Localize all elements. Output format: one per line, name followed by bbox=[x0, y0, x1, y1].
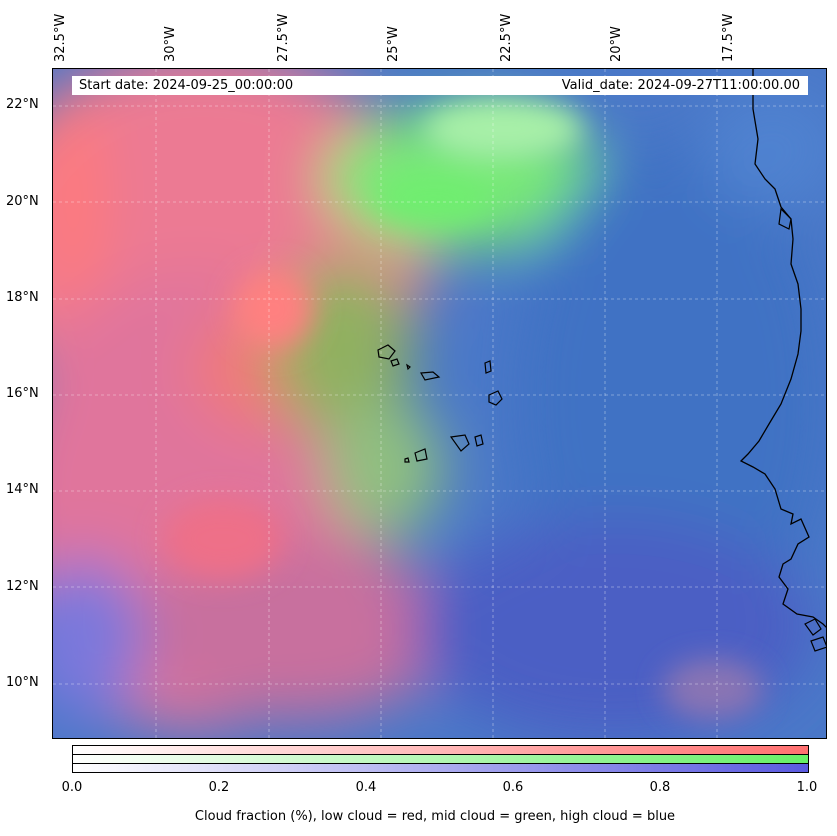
colorbar-tick-0-8: 0.8 bbox=[649, 780, 671, 795]
colorbar-high-cloud bbox=[72, 763, 809, 773]
graticule bbox=[53, 69, 826, 738]
lon-label-27-5w: 27.5°W bbox=[276, 13, 291, 62]
low-cloud-patch-south bbox=[163, 499, 283, 579]
valid-date-text: Valid_date: 2024-09-27T11:00:00.00 bbox=[561, 78, 800, 93]
colorbar-tick-0-4: 0.4 bbox=[355, 780, 377, 795]
colorbar-tick-0-6: 0.6 bbox=[502, 780, 524, 795]
lon-label-30w: 30°W bbox=[163, 26, 178, 62]
mid-cloud-region-s bbox=[323, 399, 443, 539]
date-info-bar: Start date: 2024-09-25_00:00:00 Valid_da… bbox=[72, 76, 808, 95]
lat-label-10n: 10°N bbox=[6, 675, 39, 690]
colorbar-caption: Cloud fraction (%), low cloud = red, mid… bbox=[194, 809, 676, 824]
colorbar-ticks bbox=[72, 772, 809, 773]
lat-label-22n: 22°N bbox=[6, 97, 39, 112]
low-cloud-hotspot-2 bbox=[53, 89, 103, 309]
lat-label-12n: 12°N bbox=[6, 579, 39, 594]
colorbar-mid-cloud bbox=[72, 754, 809, 764]
lon-label-25w: 25°W bbox=[386, 26, 401, 62]
mid-cloud-streak bbox=[423, 99, 583, 159]
lat-label-18n: 18°N bbox=[6, 290, 39, 305]
cloud-detail bbox=[163, 99, 763, 719]
lon-label-22-5w: 22.5°W bbox=[499, 13, 514, 62]
colorbar-tick-0: 0.0 bbox=[61, 780, 83, 795]
low-cloud-patch bbox=[233, 269, 313, 349]
colorbar-tick-1-0: 1.0 bbox=[796, 780, 818, 795]
lat-label-14n: 14°N bbox=[6, 482, 39, 497]
lat-label-20n: 20°N bbox=[6, 194, 39, 209]
africa-coastline bbox=[739, 69, 826, 628]
low-cloud-region-sw bbox=[133, 539, 453, 719]
lon-label-32-5w: 32.5°W bbox=[53, 13, 68, 62]
coastal-island-3 bbox=[810, 636, 826, 652]
lon-label-17-5w: 17.5°W bbox=[721, 13, 736, 62]
cloud-fraction-map bbox=[52, 68, 827, 739]
map-canvas bbox=[53, 69, 826, 738]
lat-label-16n: 16°N bbox=[6, 386, 39, 401]
high-cloud-region-sw bbox=[53, 559, 143, 719]
mid-cloud-patch bbox=[373, 174, 493, 224]
mixed-cloud-patch bbox=[663, 659, 763, 719]
coastal-island-2 bbox=[804, 618, 822, 636]
colorbar-low-cloud bbox=[72, 745, 809, 755]
high-cloud-region-ne bbox=[703, 89, 826, 209]
coastal-island-1 bbox=[778, 207, 792, 230]
lon-label-20w: 20°W bbox=[609, 26, 624, 62]
colorbar-tick-0-2: 0.2 bbox=[208, 780, 230, 795]
colorbar bbox=[72, 745, 809, 773]
start-date-text: Start date: 2024-09-25_00:00:00 bbox=[79, 78, 294, 93]
cape-verde-islands bbox=[377, 344, 503, 463]
